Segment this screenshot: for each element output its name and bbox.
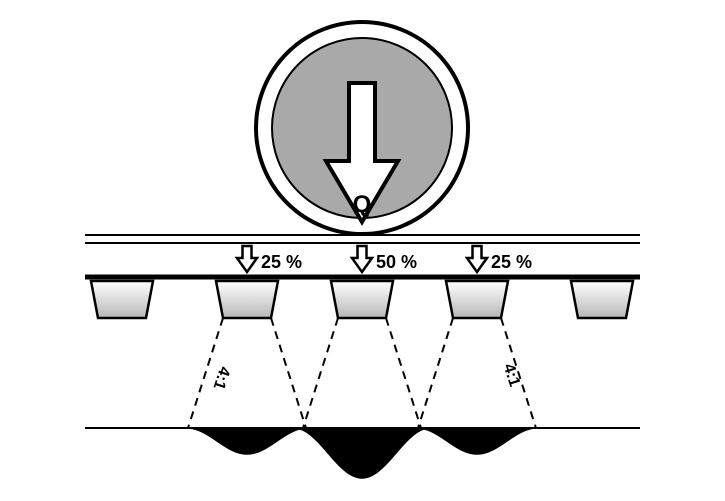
- dist-arrow-1: [352, 246, 372, 272]
- ratio-label-right: 4:1: [500, 362, 523, 389]
- dist-arrow-0: [237, 246, 257, 272]
- cone-1-left: [303, 318, 338, 428]
- sleeper-4: [571, 281, 633, 318]
- cone-0-right: [271, 318, 306, 428]
- load-label-q: Q: [353, 191, 372, 218]
- cone-2-left: [418, 318, 453, 428]
- dist-label-0: 25 %: [261, 252, 302, 272]
- dist-label-2: 25 %: [491, 252, 532, 272]
- sleeper-0: [91, 281, 153, 318]
- sleeper-2: [331, 281, 393, 318]
- cone-1-right: [386, 318, 421, 428]
- svg-text:4:1: 4:1: [210, 364, 233, 391]
- dist-arrow-2: [467, 246, 487, 272]
- stress-outline: [187, 428, 537, 478]
- svg-text:4:1: 4:1: [500, 362, 523, 389]
- sleeper-1: [216, 281, 278, 318]
- sleeper-3: [446, 281, 508, 318]
- ratio-label-left: 4:1: [210, 364, 233, 391]
- dist-label-1: 50 %: [376, 252, 417, 272]
